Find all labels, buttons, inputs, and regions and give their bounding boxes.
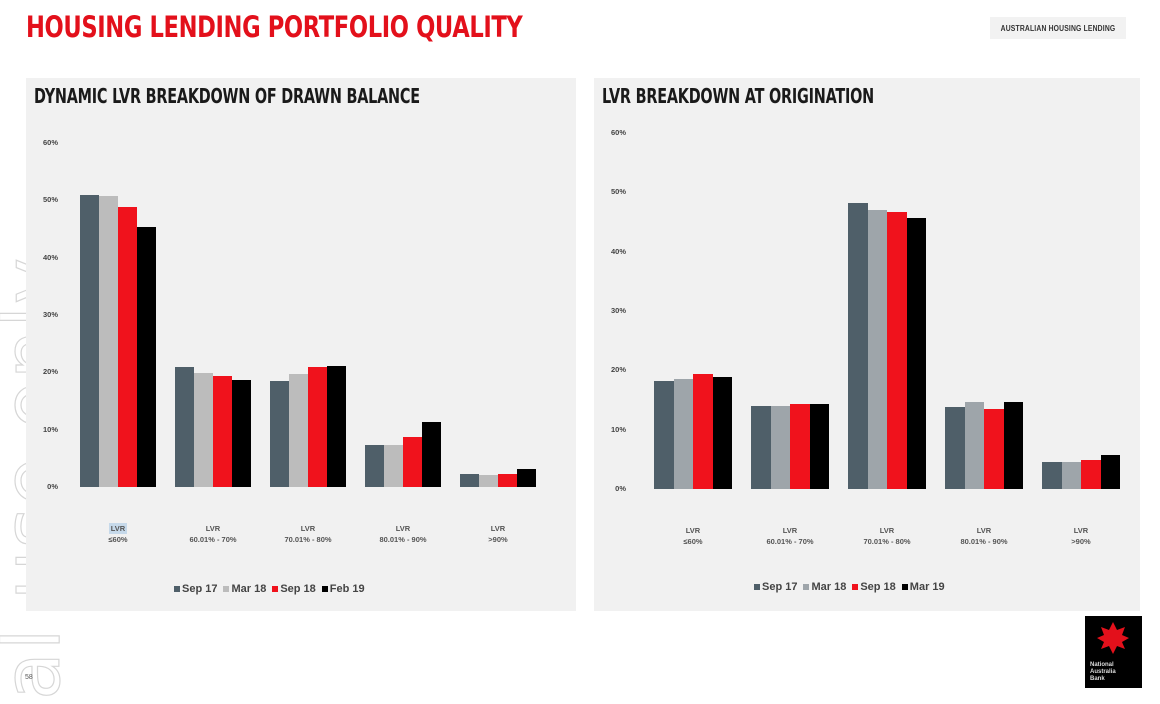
bar <box>99 196 118 487</box>
x-tick-label: LVR 70.01% - 80% <box>863 526 911 546</box>
legend-swatch-icon <box>223 586 230 592</box>
chart-panel-drawn-balance: DYNAMIC LVR BREAKDOWN OF DRAWN BALANCE 0… <box>26 78 576 611</box>
y-tick-label: 40% <box>42 252 58 262</box>
bar <box>80 195 99 487</box>
bar <box>422 422 441 487</box>
plot-area: 0% 10% 20% 30% 40% 50% 60% <box>594 128 1140 493</box>
x-tick-label: LVR >90% <box>1071 526 1091 546</box>
y-tick-label: 60% <box>42 138 58 147</box>
bar <box>1061 461 1081 489</box>
bar <box>365 445 384 487</box>
bar <box>770 405 790 489</box>
bar <box>906 217 926 489</box>
bar <box>654 381 674 489</box>
bar <box>693 373 713 489</box>
legend-swatch-icon <box>754 584 760 590</box>
logo-text: National Australia Bank <box>1090 662 1116 682</box>
bar <box>790 404 810 489</box>
y-tick-label: 20% <box>610 365 626 375</box>
legend-item: Sep 17 <box>174 583 217 595</box>
bar <box>964 401 984 489</box>
bar <box>867 210 887 489</box>
bar <box>1100 455 1120 489</box>
bar <box>1042 461 1062 489</box>
x-tick-label: LVR ≤60% <box>683 526 703 546</box>
bar <box>118 207 137 487</box>
bar <box>848 203 868 489</box>
y-tick-label: 50% <box>42 195 58 205</box>
bar <box>137 226 156 487</box>
bar <box>175 367 194 487</box>
y-tick-label: 10% <box>610 424 626 434</box>
bar <box>403 437 422 487</box>
y-tick-label: 30% <box>610 306 626 315</box>
bar <box>194 372 213 487</box>
x-tick-label: LVR 80.01% - 90% <box>960 526 1008 546</box>
legend-item: Mar 19 <box>901 581 945 593</box>
bar <box>232 379 251 487</box>
nab-logo: National Australia Bank <box>1085 616 1142 688</box>
x-tick-label: LVR >90% <box>488 524 508 544</box>
bar <box>213 375 232 487</box>
x-tick-label: LVR 70.01% - 80% <box>284 524 332 544</box>
y-tick-label: 10% <box>42 424 58 434</box>
bar <box>289 374 308 487</box>
x-tick-label: LVR 60.01% - 70% <box>766 526 814 546</box>
bar <box>673 379 693 489</box>
legend-swatch-icon <box>852 584 859 590</box>
legend-item: Sep 17 <box>754 581 797 593</box>
bar <box>517 469 536 487</box>
section-tag: AUSTRALIAN HOUSING LENDING <box>990 17 1126 39</box>
y-tick-label: 60% <box>610 128 626 137</box>
x-tick-label: LVR ≤60% <box>108 523 128 544</box>
bar <box>712 376 732 489</box>
y-tick-label: 30% <box>42 310 58 319</box>
legend-swatch-icon <box>321 586 328 592</box>
star-icon <box>1097 622 1129 654</box>
chart-legend: Sep 17 Mar 18 Sep 18 Mar 19 <box>754 581 945 593</box>
x-tick-label: LVR 80.01% - 90% <box>379 524 427 544</box>
bar <box>479 474 498 487</box>
bar <box>809 404 829 489</box>
legend-swatch-icon <box>174 586 180 592</box>
bar <box>327 366 346 487</box>
bar <box>1003 401 1023 489</box>
y-tick-label: 40% <box>610 246 626 256</box>
bar <box>887 211 907 489</box>
bar <box>1081 459 1101 489</box>
bar <box>945 407 965 489</box>
bar <box>460 473 479 487</box>
legend-swatch-icon <box>901 584 908 590</box>
legend-item: Mar 18 <box>803 581 846 593</box>
y-tick-label: 0% <box>615 484 626 493</box>
chart-panel-origination: LVR BREAKDOWN AT ORIGINATION 0% 10% 20% 30%… <box>594 78 1140 611</box>
y-tick-label: 20% <box>42 367 58 377</box>
chart-title: DYNAMIC LVR BREAKDOWN OF DRAWN BALANCE <box>34 84 420 108</box>
legend-item: Sep 18 <box>272 583 316 595</box>
page-number: 58 <box>25 674 33 681</box>
x-tick-label: LVR 60.01% - 70% <box>189 524 237 544</box>
legend-item: Sep 18 <box>852 581 896 593</box>
bar <box>984 408 1004 489</box>
chart-legend: Sep 17 Mar 18 Sep 18 Feb 19 <box>174 583 365 595</box>
legend-item: Mar 18 <box>223 583 266 595</box>
y-tick-label: 0% <box>47 482 58 491</box>
bar <box>498 473 517 487</box>
bar <box>308 367 327 487</box>
plot-area: 0% 10% 20% 30% 40% 50% 60% <box>26 138 576 491</box>
bar <box>751 405 771 489</box>
legend-item: Feb 19 <box>321 583 365 595</box>
bar <box>384 445 403 487</box>
chart-title: LVR BREAKDOWN AT ORIGINATION <box>602 84 875 108</box>
legend-swatch-icon <box>803 584 810 590</box>
y-tick-label: 50% <box>610 187 626 197</box>
page-title: HOUSING LENDING PORTFOLIO QUALITY <box>26 10 523 44</box>
bar <box>270 380 289 487</box>
legend-swatch-icon <box>272 586 279 592</box>
